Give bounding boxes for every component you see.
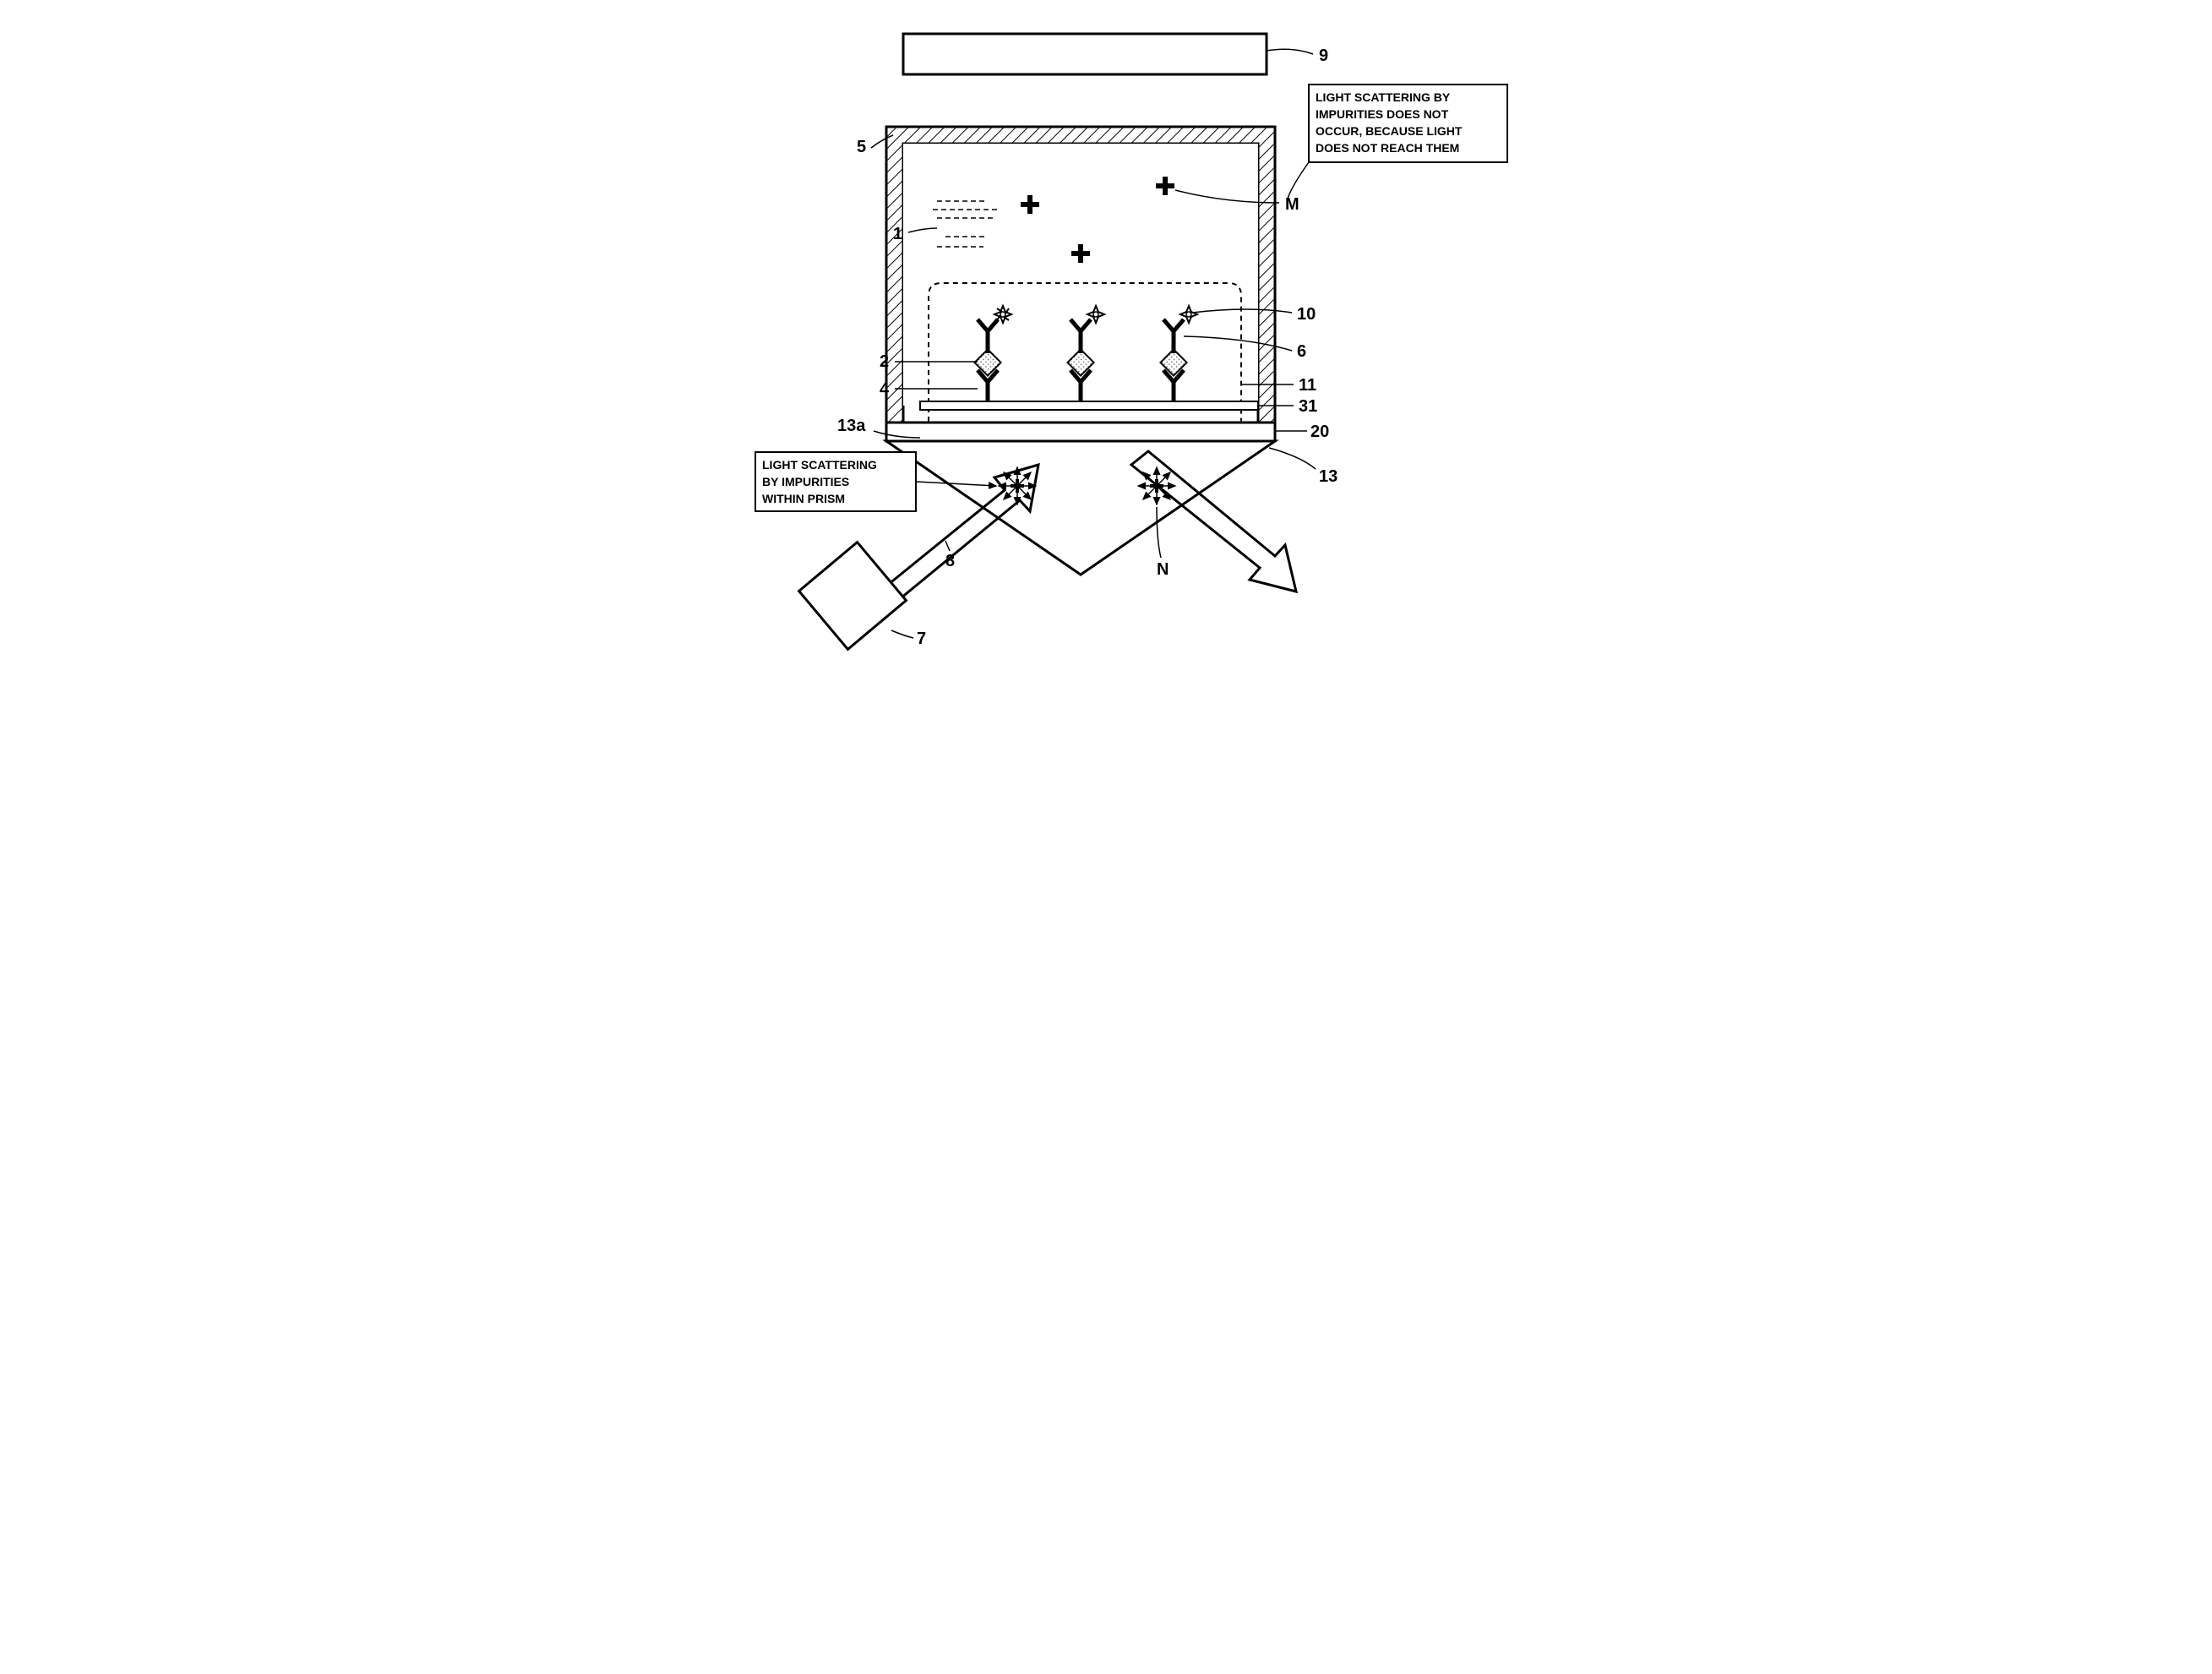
svg-text:BY IMPURITIES: BY IMPURITIES xyxy=(762,475,849,488)
substrate xyxy=(886,423,1275,441)
label-7: 7 xyxy=(917,630,926,648)
svg-text:DOES NOT REACH THEM: DOES NOT REACH THEM xyxy=(1316,141,1459,155)
svg-text:IMPURITIES DOES NOT: IMPURITIES DOES NOT xyxy=(1316,107,1449,121)
svg-text:WITHIN PRISM: WITHIN PRISM xyxy=(762,492,845,505)
label-8: 8 xyxy=(945,552,955,570)
callout-bottom-left: LIGHT SCATTERING BY IMPURITIES WITHIN PR… xyxy=(755,452,916,511)
label-9: 9 xyxy=(1319,46,1328,65)
callout-top-right-pointer xyxy=(1288,162,1309,199)
label-5: 5 xyxy=(857,138,866,156)
label-11: 11 xyxy=(1299,376,1316,395)
label-4: 4 xyxy=(880,380,890,399)
label-6: 6 xyxy=(1297,342,1306,361)
lead-13 xyxy=(1269,448,1316,469)
label-20: 20 xyxy=(1310,423,1329,441)
label-2: 2 xyxy=(880,352,889,371)
light-source xyxy=(799,543,907,650)
lead-9 xyxy=(1267,49,1313,54)
callout-bottom-left-pointer xyxy=(916,482,996,486)
prism-scatter-right xyxy=(1138,467,1175,504)
diagram-container: 9 5 1 M 11 31 20 13a xyxy=(684,17,1528,659)
label-31: 31 xyxy=(1299,397,1317,416)
detector-rect xyxy=(903,34,1267,74)
svg-text:OCCUR, BECAUSE LIGHT: OCCUR, BECAUSE LIGHT xyxy=(1316,124,1463,138)
label-N: N xyxy=(1157,560,1169,579)
label-13a: 13a xyxy=(837,417,866,435)
svg-text:LIGHT SCATTERING BY: LIGHT SCATTERING BY xyxy=(1316,90,1451,104)
prism-scatter-left xyxy=(999,467,1036,504)
lead-8 xyxy=(945,541,950,551)
lead-N xyxy=(1157,507,1161,558)
callout-top-right: LIGHT SCATTERING BY IMPURITIES DOES NOT … xyxy=(1309,85,1507,162)
label-1: 1 xyxy=(893,225,902,243)
svg-text:LIGHT SCATTERING: LIGHT SCATTERING xyxy=(762,458,877,472)
lead-7 xyxy=(891,630,913,638)
sensor-layer xyxy=(920,401,1258,410)
label-10: 10 xyxy=(1297,305,1316,324)
label-13: 13 xyxy=(1319,467,1338,486)
